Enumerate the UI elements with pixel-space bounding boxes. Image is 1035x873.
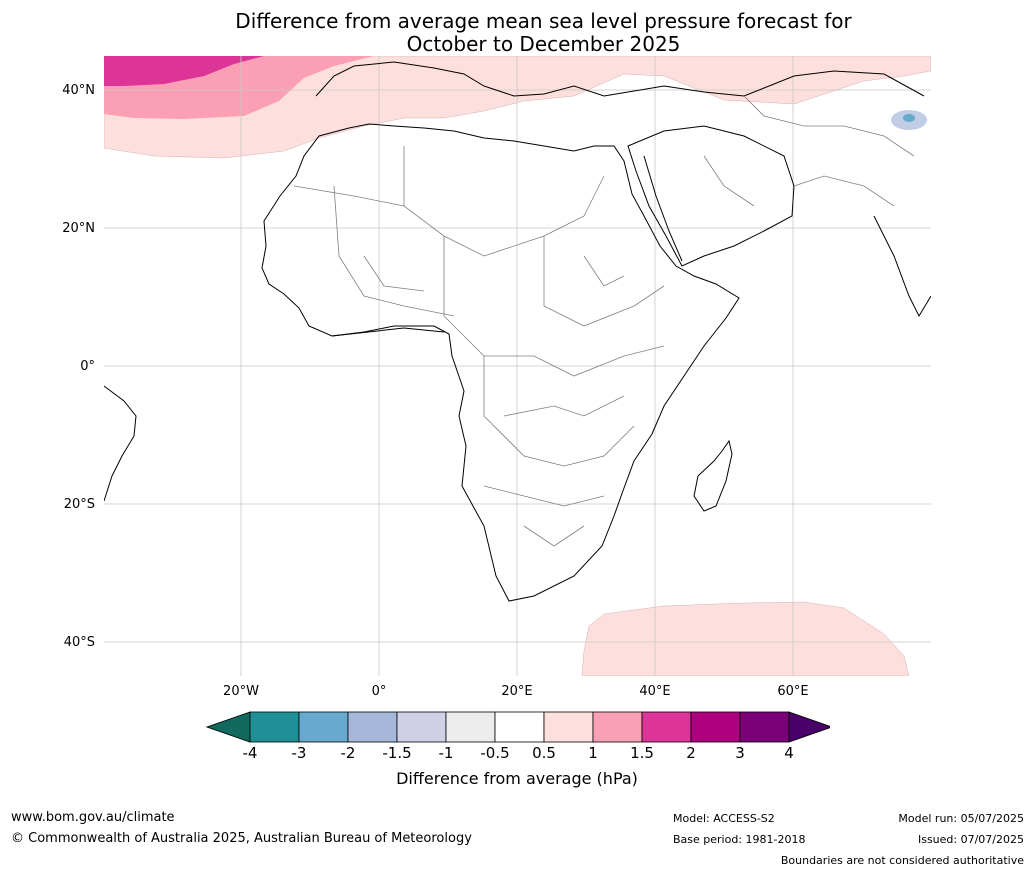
colorbar-tick-label: -3: [291, 744, 307, 762]
colorbar-segment: [592, 711, 643, 743]
colorbar-segment: [690, 711, 741, 743]
lon-label-40e: 40°E: [639, 684, 671, 699]
footer-disclaimer: Boundaries are not considered authoritat…: [780, 854, 1024, 867]
footer-copyright: © Commonwealth of Australia 2025, Austra…: [11, 831, 472, 846]
colorbar-segment: [641, 711, 692, 743]
colorbar-label: Difference from average (hPa): [396, 769, 638, 788]
graticule: [104, 56, 931, 676]
colorbar-tick-label: -2: [340, 744, 356, 762]
colorbar-extension-high: [788, 711, 830, 743]
title-line-2: October to December 2025: [406, 32, 681, 56]
map-panel: [104, 56, 931, 676]
red-sea-coastline: [643, 155, 683, 262]
lat-label-20s: 20°S: [63, 497, 95, 512]
colorbar-tick-label: -1.5: [382, 744, 412, 762]
lat-label-0: 0°: [80, 359, 95, 374]
colorbar-segment: [347, 711, 398, 743]
colorbar-extension-low: [206, 711, 251, 743]
colorbar-tick-label: 3: [735, 744, 745, 762]
anomaly-0.5-1-south: [581, 601, 910, 676]
africa-coastline: [261, 123, 740, 602]
india-coastline: [873, 215, 931, 318]
arabia-coastline: [627, 125, 795, 267]
south-america-coastline: [104, 385, 137, 502]
footer-model: Model: ACCESS-S2: [673, 812, 775, 825]
country-borders: [293, 95, 915, 547]
colorbar-tick-label: -0.5: [480, 744, 510, 762]
colorbar-tick-label: 1.5: [630, 744, 654, 762]
lat-label-40s: 40°S: [63, 635, 95, 650]
lon-label-60e: 60°E: [777, 684, 809, 699]
colorbar: [206, 711, 830, 743]
colorbar-tick-label: -4: [242, 744, 258, 762]
colorbar-segment: [298, 711, 349, 743]
colorbar-segment: [494, 711, 545, 743]
lon-label-20w: 20°W: [223, 684, 259, 699]
map-title: Difference from average mean sea level p…: [0, 10, 1035, 56]
anomaly-negative-asia-core: [903, 114, 915, 122]
footer-base-period: Base period: 1981-2018: [673, 833, 806, 846]
colorbar-tick-label: 4: [784, 744, 794, 762]
colorbar-segment: [396, 711, 447, 743]
gulf-guinea-coastline: [331, 327, 445, 337]
anomaly-shading: [104, 56, 931, 676]
lat-label-20n: 20°N: [62, 221, 95, 236]
lon-label-0: 0°: [371, 684, 387, 699]
colorbar-tick-label: -1: [438, 744, 454, 762]
footer-issued: Issued: 07/07/2025: [917, 833, 1024, 846]
coastlines: [104, 61, 931, 602]
lon-label-20e: 20°E: [501, 684, 533, 699]
footer-model-run: Model run: 05/07/2025: [898, 812, 1024, 825]
madagascar-coastline: [693, 439, 733, 512]
colorbar-segment: [249, 711, 300, 743]
colorbar-segment: [445, 711, 496, 743]
colorbar-segment: [739, 711, 790, 743]
footer-url[interactable]: www.bom.gov.au/climate: [11, 810, 175, 825]
lat-label-40n: 40°N: [62, 83, 95, 98]
anomaly-1.5-2-atlantic: [104, 56, 264, 86]
colorbar-tick-label: 0.5: [532, 744, 556, 762]
colorbar-segment: [543, 711, 594, 743]
europe-coastline: [315, 61, 925, 97]
title-line-1: Difference from average mean sea level p…: [235, 9, 852, 33]
colorbar-tick-label: 2: [686, 744, 696, 762]
forecast-map: [104, 56, 931, 676]
colorbar-tick-label: 1: [588, 744, 598, 762]
